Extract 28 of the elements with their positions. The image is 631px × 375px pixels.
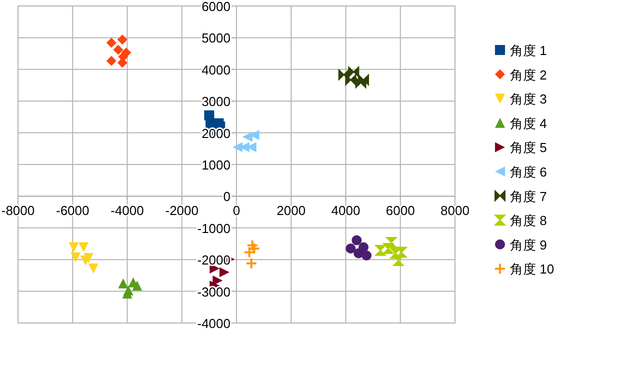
y-tick-label: 4000: [202, 62, 230, 78]
x-tick-label: 8000: [440, 203, 470, 218]
x-tick-label: -2000: [165, 203, 198, 218]
legend-label: 角度 10: [510, 262, 554, 277]
x-tick-label: 0: [232, 203, 240, 218]
y-tick-label: -1000: [197, 220, 230, 236]
x-tick-label: -6000: [56, 203, 90, 218]
legend-label: 角度 4: [510, 116, 547, 131]
y-tick-label: 6000: [202, 0, 230, 14]
x-tick-label: 6000: [386, 203, 415, 218]
y-tick-label: -3000: [197, 284, 230, 300]
x-tick-label: 4000: [331, 203, 360, 218]
y-tick-label: 3000: [202, 94, 230, 110]
x-tick-label: -8000: [1, 203, 35, 218]
legend-label: 角度 1: [510, 43, 547, 58]
y-tick-label: 1000: [202, 158, 230, 172]
y-tick-label: 5000: [202, 30, 230, 46]
x-tick-label: -4000: [110, 203, 144, 218]
legend-label: 角度 8: [510, 213, 547, 228]
legend-label: 角度 3: [510, 92, 547, 107]
y-tick-label: -4000: [197, 316, 230, 331]
legend-label: 角度 7: [510, 188, 547, 204]
legend-label: 角度 5: [510, 140, 547, 156]
x-tick-label: 2000: [276, 203, 306, 218]
legend-label: 角度 9: [510, 237, 547, 252]
y-tick-label: 0: [223, 189, 230, 204]
legend-label: 角度 2: [510, 67, 547, 82]
legend-label: 角度 6: [510, 164, 547, 180]
